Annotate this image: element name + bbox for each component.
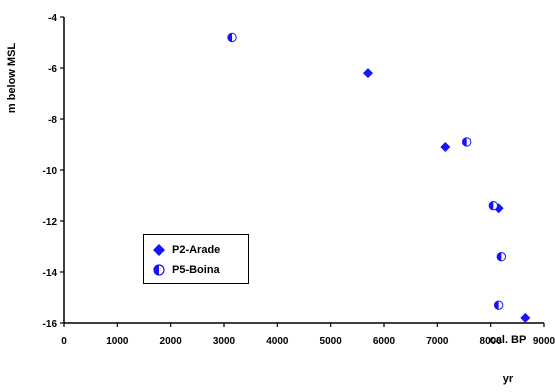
legend: P2-Arade P5-Boina xyxy=(143,234,249,284)
x-tick-label: 5000 xyxy=(320,336,343,347)
x-ticks-group: 0 1000 2000 3000 4000 5000 6000 7000 8000 9000 xyxy=(61,323,555,347)
x-axis-title-line2: yr xyxy=(503,373,514,385)
half-circle-marker-icon xyxy=(153,264,165,276)
y-ticks-group: -4 -6 -8 -10 -12 -14 -16 xyxy=(43,13,64,330)
data-point-p5-boina xyxy=(227,32,237,43)
y-tick-label: -10 xyxy=(43,166,58,177)
x-tick-label: 7000 xyxy=(426,336,449,347)
legend-label-p2-arade: P2-Arade xyxy=(172,244,221,256)
x-tick-label: 3000 xyxy=(213,336,236,347)
data-point-p5-boina xyxy=(493,300,504,310)
y-tick-label: -4 xyxy=(48,13,57,24)
x-tick-label: 6000 xyxy=(373,336,396,347)
x-tick-label: 4000 xyxy=(266,336,289,347)
y-tick-label: -8 xyxy=(48,115,57,126)
diamond-marker-icon xyxy=(153,244,165,256)
y-tick-label: -12 xyxy=(43,217,58,228)
x-tick-label: 2000 xyxy=(160,336,183,347)
x-axis-title-line1: cal. BP xyxy=(490,334,527,346)
data-point-p5-boina xyxy=(496,252,507,262)
y-axis-title: m below MSL xyxy=(6,43,18,114)
x-tick-label: 8000 xyxy=(480,336,503,347)
x-tick-label: 1000 xyxy=(106,336,129,347)
legend-label-p5-boina: P5-Boina xyxy=(172,264,220,276)
data-point-p2-arade xyxy=(440,142,451,153)
y-tick-label: -6 xyxy=(48,64,57,75)
legend-item-p2-arade: P2-Arade xyxy=(152,242,220,258)
legend-item-p5-boina: P5-Boina xyxy=(152,262,220,278)
y-tick-label: -16 xyxy=(43,319,58,330)
data-point-p2-arade xyxy=(520,312,531,323)
data-point-p2-arade xyxy=(363,68,373,79)
data-point-p5-boina xyxy=(461,137,472,147)
data-point-p5-boina xyxy=(488,201,499,211)
data-points-group xyxy=(227,32,531,323)
y-tick-label: -14 xyxy=(43,268,58,279)
x-tick-label: 9000 xyxy=(533,336,555,347)
x-tick-label: 0 xyxy=(61,336,67,347)
